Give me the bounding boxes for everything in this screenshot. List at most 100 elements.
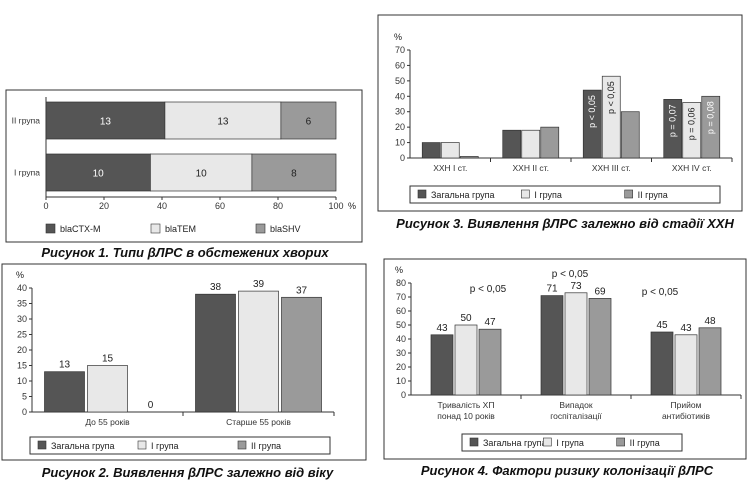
fig4-y-tick-label: 10: [396, 376, 406, 386]
fig2-category-label: До 55 років: [85, 417, 130, 427]
fig3-bar: [663, 99, 683, 159]
fig2-y-tick-label: 30: [17, 314, 27, 324]
fig4-value-label: 45: [656, 320, 668, 331]
fig2-legend-swatch: [237, 440, 247, 450]
fig4-y-tick-label: 70: [396, 292, 406, 302]
fig2-category-label: Старше 55 років: [226, 417, 291, 427]
fig3-legend-swatch: [417, 189, 427, 199]
fig2-value-label: 38: [210, 282, 222, 293]
fig1-legend-swatch: [255, 223, 266, 234]
fig4-category-label: Тривалість ХП: [438, 400, 495, 410]
fig4-pvalue-label: p < 0,05: [470, 284, 507, 295]
fig3-pvalue-label: p = 0,07: [668, 104, 678, 137]
fig1-x-tick-label: 80: [273, 201, 283, 211]
fig3-y-tick-label: 20: [395, 122, 405, 132]
fig3-legend-swatch: [624, 189, 633, 199]
fig3-bar: [440, 142, 460, 159]
fig4-bar: [564, 292, 588, 396]
fig3-legend: [409, 185, 721, 204]
fig2-y-tick-label: 5: [22, 392, 27, 402]
figure-2-caption: Рисунок 2. Виявлення βЛРС залежно від ві…: [41, 465, 334, 480]
fig3-y-tick-label: 40: [395, 91, 405, 101]
fig2-value-label: 13: [59, 360, 71, 371]
fig3-legend-label: Загальна група: [431, 190, 495, 200]
fig4-bar: [430, 334, 454, 396]
fig3-pvalue-label: p = 0,08: [706, 101, 716, 134]
fig1-value-label: 8: [291, 169, 297, 180]
fig4-y-tick-label: 60: [396, 306, 406, 316]
fig4-y-tick-label: 0: [401, 390, 406, 400]
fig4-legend: [461, 433, 683, 452]
fig3-y-tick-label: 30: [395, 107, 405, 117]
fig4-bar: [454, 324, 478, 396]
fig3-bar: [521, 129, 541, 159]
fig1-bar-segment: [251, 153, 337, 192]
fig3-y-tick-label: 10: [395, 138, 405, 148]
fig4-value-label: 73: [570, 281, 582, 292]
fig3-legend-label: I група: [534, 190, 562, 200]
fig1-value-label: 10: [93, 169, 105, 180]
fig4-bar: [650, 331, 674, 396]
fig4-y-unit: %: [395, 265, 403, 275]
fig4-category-label: понад 10 років: [437, 411, 495, 421]
fig1-bar-segment: [45, 101, 166, 140]
fig3-y-tick-label: 50: [395, 76, 405, 86]
fig1-value-label: 10: [196, 169, 208, 180]
fig3-bar: [459, 156, 479, 159]
fig2-bar: [44, 371, 85, 413]
fig4-y-tick-label: 50: [396, 320, 406, 330]
fig4-value-label: 43: [680, 323, 692, 334]
fig3-y-unit: %: [394, 32, 402, 42]
fig3-y-tick-label: 70: [395, 45, 405, 55]
fig4-pvalue-label: p < 0,05: [642, 287, 679, 298]
fig1-x-tick-label: 60: [215, 201, 225, 211]
fig1-x-tick-label: 0: [43, 201, 48, 211]
fig4-y-tick-label: 80: [396, 278, 406, 288]
fig2-bar: [281, 296, 322, 413]
fig2-legend: [29, 436, 331, 455]
fig4-category-label: Прийом: [671, 400, 702, 410]
fig4-value-label: 48: [704, 316, 716, 327]
fig1-bar-segment: [150, 153, 253, 192]
fig4-value-label: 69: [594, 286, 606, 297]
fig2-value-label: 37: [296, 285, 308, 296]
fig2-bar: [87, 365, 128, 413]
fig1-value-label: 6: [306, 117, 312, 128]
fig4-bar: [478, 328, 502, 396]
fig4-bar: [674, 334, 698, 396]
fig3-category-label: ХХН II ст.: [513, 163, 550, 173]
fig4-legend-swatch: [616, 437, 625, 447]
fig4-legend-swatch: [469, 437, 479, 447]
fig4-value-label: 50: [460, 313, 472, 324]
fig1-category-label: II група: [12, 116, 41, 126]
fig3-pvalue-label: p < 0,05: [606, 81, 616, 114]
fig4-category-label: Випадок: [559, 400, 592, 410]
fig2-legend-label: Загальна група: [51, 441, 115, 451]
fig3-bar: [540, 126, 560, 159]
fig2-legend-swatch: [137, 440, 147, 450]
fig2-y-tick-label: 10: [17, 376, 27, 386]
fig3-bar: [682, 102, 702, 159]
figure-3-caption: Рисунок 3. Виявлення βЛРС залежно від ст…: [396, 216, 734, 231]
fig4-y-tick-label: 30: [396, 348, 406, 358]
fig1-bar-segment: [280, 101, 337, 140]
fig2-frame: [1, 263, 367, 461]
fig1-legend-label: blaSHV: [270, 224, 301, 234]
fig3-pvalue-label: p < 0,05: [587, 95, 597, 128]
fig2-legend-swatch: [37, 440, 47, 450]
fig3-category-label: ХХН I ст.: [433, 163, 467, 173]
fig4-category-label: антибіотиків: [662, 411, 711, 421]
fig4-value-label: 71: [546, 284, 558, 295]
fig1-value-label: 13: [217, 117, 229, 128]
fig2-y-tick-label: 0: [22, 407, 27, 417]
fig1-x-tick-label: 20: [99, 201, 109, 211]
fig2-y-tick-label: 35: [17, 299, 27, 309]
fig2-value-label: 15: [102, 354, 114, 365]
fig4-pvalue-label: p < 0,05: [552, 269, 589, 280]
fig4-y-tick-label: 20: [396, 362, 406, 372]
fig2-legend-label: I група: [151, 441, 179, 451]
fig2-y-unit: %: [16, 270, 24, 280]
fig2-legend-label: II група: [251, 441, 281, 451]
fig1-value-label: 13: [100, 117, 112, 128]
